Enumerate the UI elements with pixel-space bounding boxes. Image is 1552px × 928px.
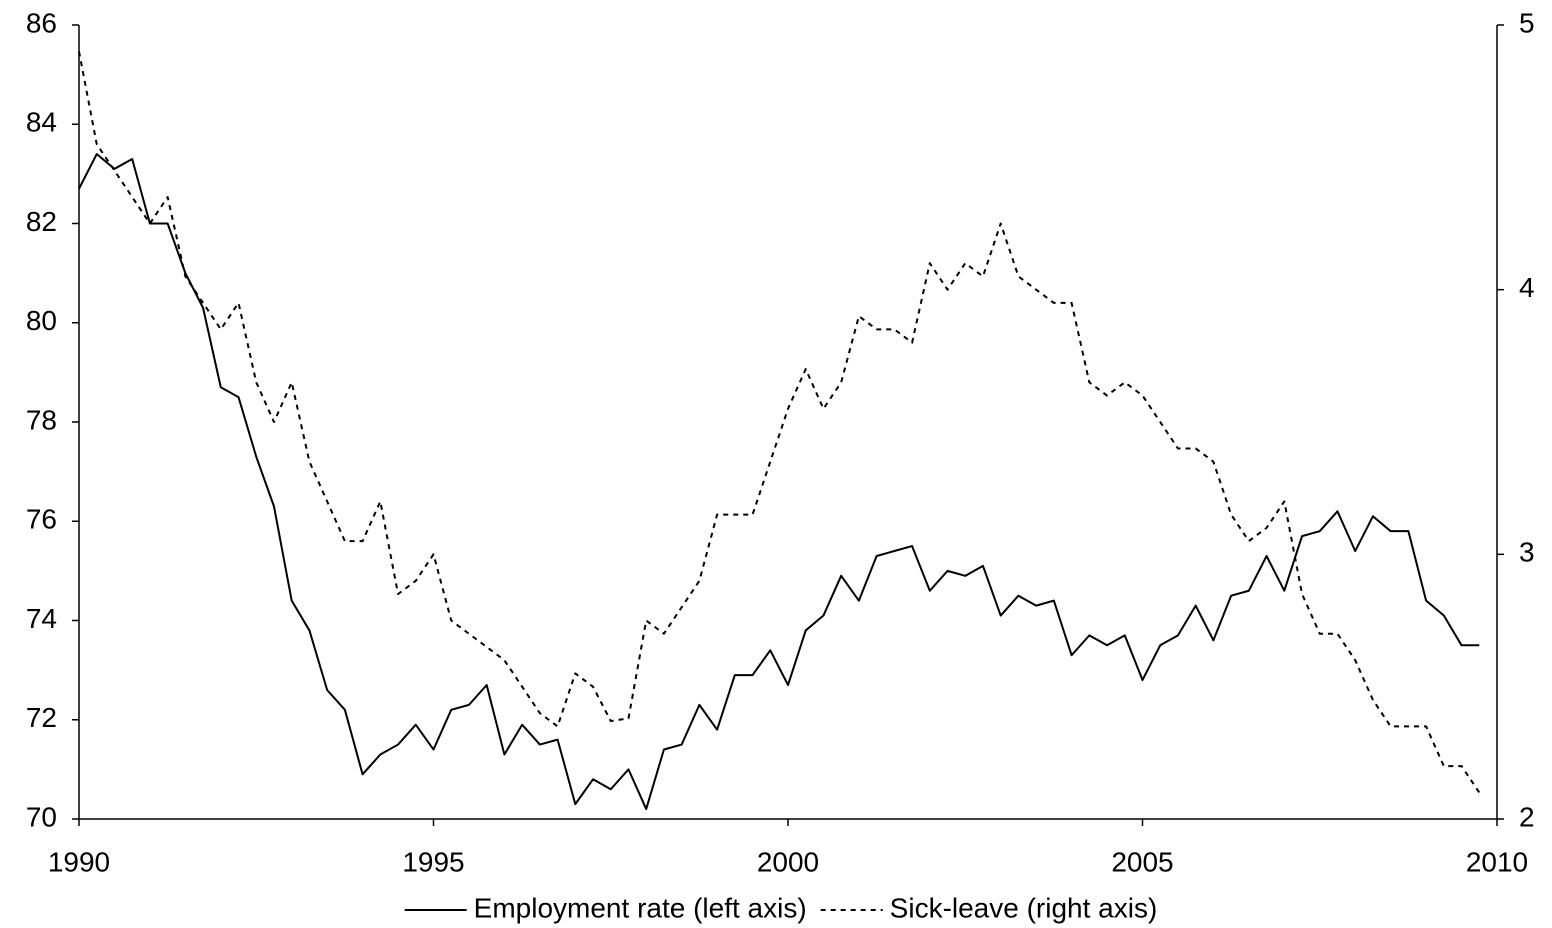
- y-tick-label: 82: [26, 206, 57, 237]
- y-tick-label: 84: [26, 107, 57, 138]
- y-tick-label: 74: [26, 603, 57, 634]
- y-tick-label: 86: [26, 7, 57, 38]
- y-tick-label: 76: [26, 504, 57, 535]
- y-tick-label: 70: [26, 801, 57, 832]
- series-line: [78, 51, 1481, 794]
- x-tick-label: 2005: [1111, 846, 1173, 877]
- y-tick-label: 80: [26, 305, 57, 336]
- y-tick-label: 72: [26, 702, 57, 733]
- y-tick-label: 78: [26, 404, 57, 435]
- x-tick-label: 1995: [402, 846, 464, 877]
- x-tick-label: 2010: [1466, 846, 1528, 877]
- series-line: [78, 153, 1480, 811]
- y2-tick-label: 3: [1519, 537, 1535, 568]
- x-tick-label: 1990: [48, 846, 110, 877]
- y2-tick-label: 2: [1519, 801, 1535, 832]
- y2-tick-label: 4: [1519, 272, 1535, 303]
- legend-label: Sick-leave (right axis): [890, 892, 1158, 923]
- legend-label: Employment rate (left axis): [474, 892, 807, 923]
- x-tick-label: 2000: [757, 846, 819, 877]
- y2-tick-label: 5: [1519, 7, 1535, 38]
